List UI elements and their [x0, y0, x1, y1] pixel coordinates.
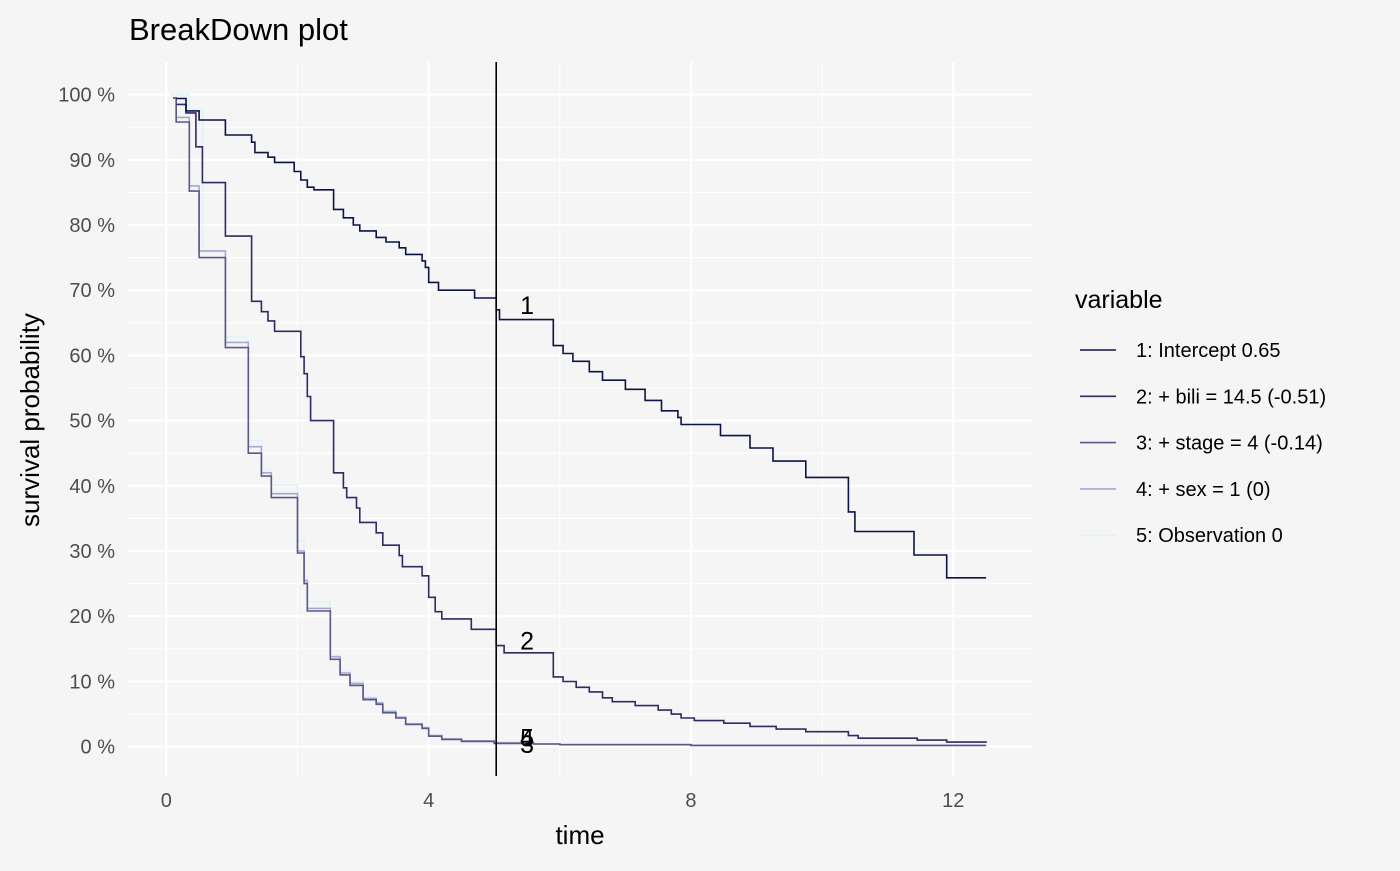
y-tick-label: 80 % — [69, 215, 115, 237]
x-tick-label: 12 — [942, 790, 964, 812]
y-tick-label: 10 % — [69, 671, 115, 693]
y-tick-label: 50 % — [69, 411, 115, 433]
y-axis-label: survival probability — [15, 313, 45, 527]
x-tick-label: 8 — [685, 790, 696, 812]
x-tick-labels: 0 4 8 12 — [161, 790, 965, 812]
y-tick-labels: 0 % 10 % 20 % 30 % 40 % 50 % 60 % 70 % 80 % 90 % 1… — [58, 85, 115, 759]
x-axis-label: time — [555, 820, 604, 850]
y-tick-label: 100 % — [58, 85, 115, 107]
legend: variable 1: Intercept 0.65 2: + bili = 14… — [1075, 286, 1326, 547]
line-label: 4 — [520, 725, 534, 753]
x-tick-label: 4 — [423, 790, 434, 812]
y-tick-label: 30 % — [69, 541, 115, 563]
series-line-4 — [172, 97, 987, 747]
minor-gridlines — [127, 62, 1032, 776]
y-tick-label: 70 % — [69, 280, 115, 302]
y-tick-label: 60 % — [69, 345, 115, 367]
legend-label-2: 2: + bili = 14.5 (-0.51) — [1136, 386, 1326, 408]
legend-label-1: 1: Intercept 0.65 — [1136, 340, 1281, 362]
y-tick-label: 40 % — [69, 476, 115, 498]
legend-title: variable — [1075, 286, 1163, 314]
y-tick-label: 0 % — [81, 737, 116, 759]
legend-items: 1: Intercept 0.65 2: + bili = 14.5 (-0.51… — [1080, 340, 1326, 547]
series-line-1 — [176, 97, 987, 579]
series-lines — [169, 93, 987, 747]
line-label: 2 — [520, 627, 534, 655]
line-label: 5 — [520, 725, 534, 753]
legend-label-5: 5: Observation 0 — [1136, 525, 1283, 547]
major-gridlines — [127, 62, 1032, 776]
line-label: 1 — [520, 292, 534, 320]
y-tick-label: 90 % — [69, 150, 115, 172]
line-annotations: 1 2 453 — [520, 292, 534, 759]
x-tick-label: 0 — [161, 790, 172, 812]
series-line-3 — [172, 97, 987, 747]
legend-label-3: 3: + stage = 4 (-0.14) — [1136, 433, 1323, 455]
y-tick-label: 20 % — [69, 606, 115, 628]
chart-title: BreakDown plot — [129, 12, 348, 47]
series-line-2 — [176, 103, 987, 743]
legend-label-4: 4: + sex = 1 (0) — [1136, 479, 1271, 501]
line-label: 3 — [520, 731, 534, 759]
